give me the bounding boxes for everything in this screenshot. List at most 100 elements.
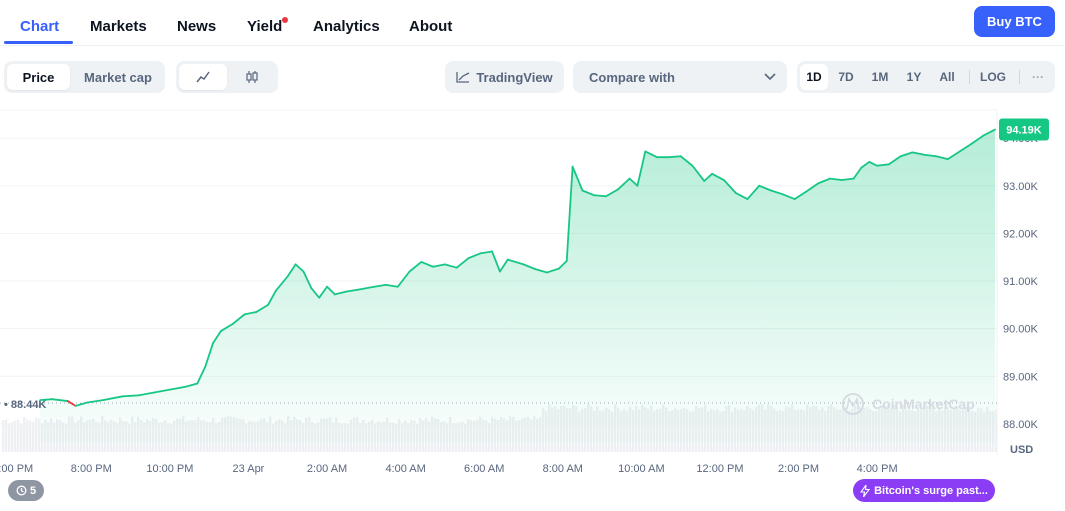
price-line-segment xyxy=(499,258,509,273)
price-line-segment xyxy=(899,151,914,158)
volume-bar xyxy=(14,420,17,452)
market-cap-tab[interactable]: Market cap xyxy=(84,69,152,85)
volume-bar xyxy=(29,420,32,452)
price-line-segment xyxy=(212,330,222,344)
price-line-segment xyxy=(565,165,574,262)
candlestick-button[interactable] xyxy=(228,64,276,90)
x-tick-label: 4:00 AM xyxy=(385,463,425,475)
price-line-segment xyxy=(636,150,647,187)
price-line-segment xyxy=(703,172,713,182)
price-line-segment xyxy=(184,382,199,388)
x-tick-label: 8:00 AM xyxy=(543,463,583,475)
price-line-segment xyxy=(758,184,772,192)
price-line-segment xyxy=(39,398,53,402)
tab-chart[interactable]: Chart xyxy=(20,18,60,35)
price-line-segment xyxy=(310,287,321,299)
tradingview-icon xyxy=(456,72,470,83)
y-tick-label: 89.00K xyxy=(1003,371,1039,383)
price-line-segment xyxy=(746,184,761,200)
price-line-segment xyxy=(326,285,336,296)
price-line-segment xyxy=(294,263,305,273)
price-line-segment xyxy=(946,150,961,160)
history-icon xyxy=(16,485,27,496)
price-line-segment xyxy=(817,177,831,185)
compare-dropdown[interactable]: Compare with xyxy=(573,61,787,93)
price-line-segment xyxy=(243,311,258,316)
price-tab[interactable]: Price xyxy=(7,64,70,90)
events-button[interactable]: 5 xyxy=(8,480,44,501)
x-tick-label: 6:00 AM xyxy=(464,463,504,475)
price-line-segment xyxy=(196,365,207,385)
range-1y[interactable]: 1Y xyxy=(906,70,922,84)
price-line-segment xyxy=(153,388,171,394)
volume-bar xyxy=(26,419,29,452)
coinmarketcap-watermark: CoinMarketCap xyxy=(842,393,975,415)
news-pill-label: Bitcoin's surge past... xyxy=(874,484,988,497)
tab-markets[interactable]: Markets xyxy=(90,18,147,35)
price-line-segment xyxy=(373,283,387,288)
price-line-segment xyxy=(593,194,607,198)
price-area-fill xyxy=(40,129,995,443)
news-event-pill[interactable]: Bitcoin's surge past... xyxy=(853,479,995,502)
price-line-segment xyxy=(644,150,658,159)
price-line-segment xyxy=(267,289,277,306)
x-tick-label: 10:00 PM xyxy=(146,463,193,475)
line-chart-button[interactable] xyxy=(179,64,227,90)
log-toggle[interactable]: LOG xyxy=(980,70,1006,84)
candlestick-icon xyxy=(246,71,258,83)
tradingview-button[interactable]: TradingView xyxy=(445,61,564,93)
price-line-segment xyxy=(982,128,996,137)
price-line-segment xyxy=(557,260,568,270)
price-line xyxy=(39,128,996,407)
cmc-logo-mark xyxy=(846,396,860,410)
start-price-label: • 88.44K xyxy=(4,399,46,411)
price-line-segment xyxy=(711,172,725,181)
price-line-segment xyxy=(581,189,596,197)
price-line-segment xyxy=(911,151,926,156)
x-tick-label: 12:00 PM xyxy=(696,463,743,475)
price-line-segment xyxy=(385,283,399,288)
price-line-segment xyxy=(357,285,376,291)
chart-style-toggle xyxy=(176,61,278,93)
price-line-segment xyxy=(286,263,297,278)
price-line-segment xyxy=(168,385,187,391)
buy-btc-button[interactable]: Buy BTC xyxy=(974,6,1055,37)
price-line-segment xyxy=(923,153,937,158)
tab-about[interactable]: About xyxy=(409,18,453,35)
more-divider xyxy=(1019,70,1020,84)
range-1d[interactable]: 1D xyxy=(800,64,828,90)
price-line-segment xyxy=(829,177,843,181)
price-chart[interactable]: • 88.44K 94.00K93.00K92.00K91.00K90.00K8… xyxy=(0,100,1065,475)
price-line-segment xyxy=(444,263,458,269)
y-tick-label: 91.00K xyxy=(1003,276,1039,288)
price-line-segment xyxy=(491,250,501,273)
range-divider xyxy=(969,70,970,84)
price-line-segment xyxy=(616,177,631,191)
range-all[interactable]: All xyxy=(939,70,955,84)
volume-bar xyxy=(17,419,20,452)
price-line-segment xyxy=(935,155,949,160)
price-line-segment xyxy=(74,401,89,407)
volume-bar xyxy=(38,418,41,452)
x-tick-label: 2:00 AM xyxy=(307,463,347,475)
price-line-segment xyxy=(66,400,77,407)
price-line-segment xyxy=(958,142,973,153)
y-tick-label: 88.00K xyxy=(1003,419,1039,431)
more-options-button[interactable]: ··· xyxy=(1032,70,1044,84)
range-1m[interactable]: 1M xyxy=(871,70,889,84)
line-chart-icon xyxy=(196,71,210,83)
tradingview-label: TradingView xyxy=(476,69,553,85)
price-line-segment xyxy=(970,134,985,145)
x-tick-label: 4:00 PM xyxy=(857,463,898,475)
tab-analytics[interactable]: Analytics xyxy=(313,18,380,35)
price-line-segment xyxy=(571,165,584,192)
price-line-segment xyxy=(408,261,423,273)
watermark-text: CoinMarketCap xyxy=(872,396,975,412)
metric-toggle: Price Market cap xyxy=(4,61,165,93)
tab-news[interactable]: News xyxy=(177,18,217,35)
volume-bar xyxy=(32,421,35,452)
range-7d[interactable]: 7D xyxy=(838,70,854,84)
tab-yield[interactable]: Yield xyxy=(247,18,283,35)
events-count: 5 xyxy=(29,484,37,497)
price-line-segment xyxy=(318,285,328,299)
